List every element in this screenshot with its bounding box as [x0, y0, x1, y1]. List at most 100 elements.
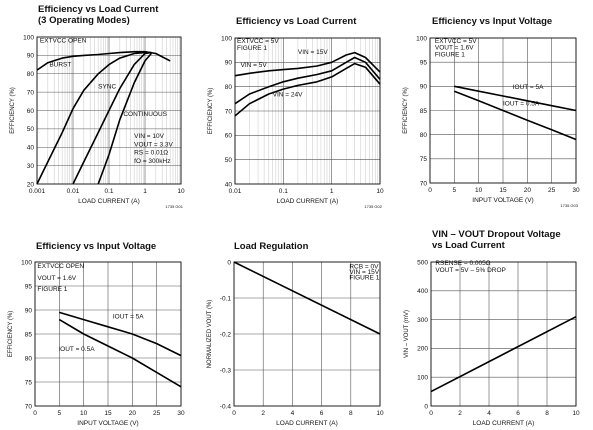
y-tick-label: 95 — [25, 283, 33, 290]
annotation-label: VOUT = 1.6V — [435, 45, 474, 52]
y-axis-label: EFFICIENCY (%) — [10, 87, 16, 134]
series-line-1 — [36, 51, 152, 185]
y-axis-label: EFFICIENCY (%) — [403, 87, 409, 134]
y-tick-label: 70 — [225, 108, 233, 115]
x-tick-label: 5 — [58, 410, 62, 417]
annotation-label: FIGURE 1 — [37, 286, 67, 293]
x-tick-label: 1 — [143, 188, 147, 195]
x-tick-label: 8 — [349, 410, 353, 417]
x-axis-label: LOAD CURRENT (A) — [277, 198, 339, 205]
x-tick-label: 20 — [524, 187, 532, 194]
annotation-label: fO = 300kHz — [134, 158, 170, 165]
x-axis-label: LOAD CURRENT (A) — [276, 420, 338, 427]
series-line-1 — [58, 318, 182, 388]
x-tick-label: 10 — [376, 410, 384, 417]
y-tick-label: 40 — [27, 145, 35, 152]
y-tick-label: 40 — [225, 181, 233, 188]
x-tick-label: 10 — [80, 410, 88, 417]
x-tick-label: 1 — [330, 188, 334, 195]
grid — [430, 261, 577, 407]
x-tick-label: 0.01 — [229, 188, 242, 195]
y-tick-label: 80 — [225, 84, 233, 91]
annotation-label: IOUT = 5A — [113, 314, 144, 321]
annotation-label: RSENSE = 0.005Ω — [435, 260, 490, 267]
chart-title: Efficiency vs Input Voltage — [36, 241, 156, 252]
y-tick-label: 50 — [225, 157, 233, 164]
x-tick-label: 0 — [33, 410, 37, 417]
x-axis-label: INPUT VOLTAGE (V) — [472, 197, 533, 204]
chart-title-line: Efficiency vs Load Current — [236, 16, 357, 27]
x-tick-label: 30 — [177, 410, 185, 417]
series-line-0 — [233, 261, 381, 335]
series-line-2 — [72, 51, 152, 185]
x-tick-label: 0.01 — [67, 188, 80, 195]
annotation-label: BURST — [49, 61, 71, 68]
y-tick-label: -0.1 — [220, 295, 232, 302]
x-tick-label: 15 — [499, 187, 507, 194]
annotation-label: VIN = 5V — [241, 62, 268, 69]
y-tick-label: 85 — [25, 331, 33, 338]
chart-title: Efficiency vs Load Current (3 Operating M… — [38, 4, 158, 26]
x-tick-label: 0 — [232, 410, 236, 417]
y-tick-label: 70 — [25, 403, 33, 410]
x-tick-label: 5 — [453, 187, 457, 194]
x-tick-label: 0.001 — [29, 188, 46, 195]
annotation-label: FIGURE 1 — [435, 51, 465, 58]
annotation-label: EXTVCC = 5V — [435, 38, 477, 45]
plot-frame — [234, 37, 381, 185]
annotation-label: RCB = 0V — [349, 263, 379, 270]
y-tick-label: 75 — [420, 156, 428, 163]
chart-title: Load Regulation — [234, 241, 308, 252]
x-tick-label: 6 — [516, 410, 520, 417]
chart-title-line: (3 Operating Modes) — [38, 15, 130, 26]
x-tick-label: 10 — [376, 188, 384, 195]
y-tick-label: 300 — [417, 317, 428, 324]
x-axis-label: LOAD CURRENT (A) — [473, 420, 535, 427]
y-tick-label: 100 — [23, 34, 34, 41]
chart-title-line: Efficiency vs Load Current — [38, 4, 159, 15]
chart-title: Efficiency vs Input Voltage — [432, 16, 552, 27]
annotation-label: IOUT = 0.5A — [503, 101, 540, 108]
y-tick-label: 0 — [424, 403, 428, 410]
plot-frame — [34, 261, 182, 407]
y-tick-label: 100 — [417, 375, 428, 382]
y-tick-label: 70 — [27, 89, 35, 96]
x-tick-label: 4 — [291, 410, 295, 417]
annotation-label: FIGURE 1 — [349, 274, 379, 281]
x-tick-label: 0.1 — [279, 188, 288, 195]
y-axis-label: NORMALIZED VOUT (%) — [207, 300, 213, 369]
annotation-label: EXTVCC = 5V — [237, 38, 279, 45]
chart-title: Efficiency vs Load Current — [236, 16, 356, 27]
series-line-1 — [454, 90, 577, 141]
x-tick-label: 10 — [475, 187, 483, 194]
x-axis-label: LOAD CURRENT (A) — [78, 198, 140, 205]
y-tick-label: -0.4 — [220, 403, 232, 410]
y-tick-label: -0.2 — [220, 331, 232, 338]
y-tick-label: 100 — [21, 259, 32, 266]
y-tick-label: 95 — [420, 59, 428, 66]
chart-title: VIN – VOUT Dropout Voltage vs Load Curren… — [432, 229, 561, 251]
y-tick-label: 20 — [27, 181, 35, 188]
y-tick-label: 200 — [417, 346, 428, 353]
x-tick-label: 2 — [458, 410, 462, 417]
x-tick-label: 25 — [548, 187, 556, 194]
y-tick-label: 90 — [420, 84, 428, 91]
annotation-label: EXTVCC OPEN — [37, 263, 84, 270]
y-tick-label: 500 — [417, 259, 428, 266]
annotation-label: SYNC — [98, 83, 116, 90]
chart-title-line: vs Load Current — [432, 240, 505, 251]
x-tick-label: 30 — [572, 187, 580, 194]
x-tick-label: 2 — [261, 410, 265, 417]
x-tick-label: 0 — [428, 187, 432, 194]
y-tick-label: 30 — [27, 163, 35, 170]
annotation-label: VOUT = 1.6V — [37, 275, 76, 282]
y-tick-label: 60 — [225, 133, 233, 140]
x-tick-label: 8 — [545, 410, 549, 417]
annotation-label: VIN = 15V — [349, 269, 379, 276]
plot-frame — [36, 36, 182, 185]
annotation-label: RS = 0.01Ω — [134, 150, 168, 157]
y-tick-label: 90 — [27, 53, 35, 60]
annotation-label: VIN = 15V — [298, 49, 328, 56]
y-tick-label: 85 — [420, 108, 428, 115]
